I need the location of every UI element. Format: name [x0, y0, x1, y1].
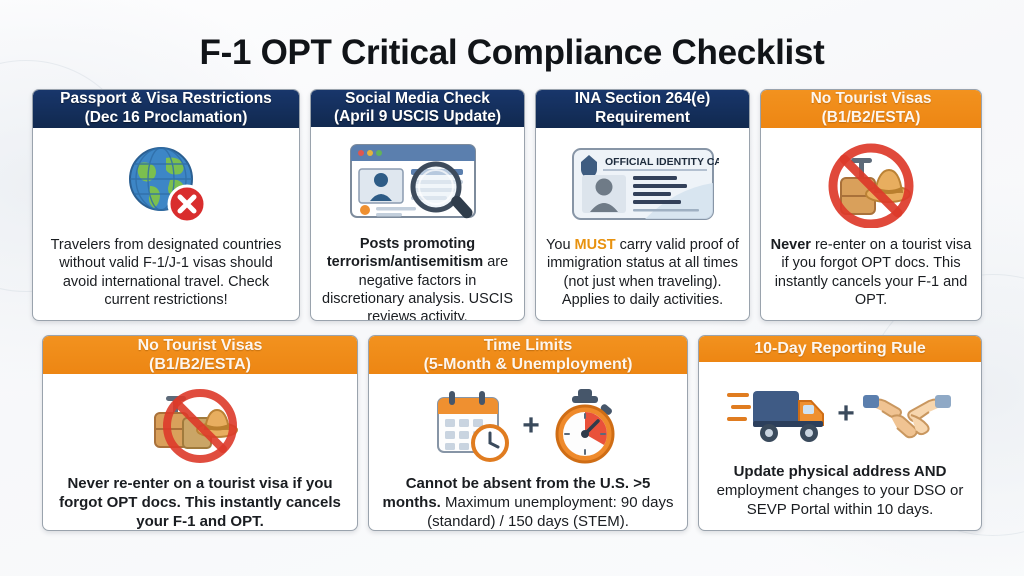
body-segment: are negative factors in discretionary an… [322, 254, 513, 321]
body-segment-bold: Never re-enter on a tourist visa if you … [59, 474, 341, 530]
official-identity-card-icon: OFFICIAL IDENTITY CARD [536, 128, 749, 230]
card-passport-visa-restrictions[interactable]: Passport & Visa Restrictions (Dec 16 Pro… [32, 88, 300, 321]
plus-separator: + [837, 397, 855, 431]
body-segment: You [546, 236, 575, 253]
card-header-line1: 10-Day Reporting Rule [754, 340, 926, 358]
body-segment-bold: Update physical address AND [733, 463, 947, 481]
body-segment: Travelers from designated countries with… [50, 236, 282, 309]
card-header-line1: Passport & Visa Restrictions [60, 90, 272, 108]
plus-separator: + [522, 408, 540, 442]
calendar-clock-icon [437, 390, 510, 462]
moving-truck-icon [727, 391, 825, 443]
card-row-bottom: No Tourist Visas (B1/B2/ESTA) [20, 334, 1004, 531]
card-header-line2: (5-Month & Unemployment) [423, 355, 633, 373]
card-header-line2: (April 9 USCIS Update) [333, 108, 502, 126]
card-header-line1: INA Section 264(e) [574, 90, 711, 108]
card-body-text: You MUST carry valid proof of immigratio… [536, 230, 749, 320]
body-segment: employment changes to your DSO or SEVP P… [716, 482, 964, 519]
card-body-text: Travelers from designated countries with… [33, 230, 299, 320]
card-header: Passport & Visa Restrictions (Dec 16 Pro… [33, 89, 299, 128]
card-header: No Tourist Visas (B1/B2/ESTA) [761, 89, 981, 128]
globe-with-red-x-icon [33, 128, 299, 230]
handshake-icon [862, 395, 951, 439]
card-body-text: Cannot be absent from the U.S. >5 months… [369, 468, 687, 530]
no-luggage-prohibition-icon [43, 374, 357, 468]
body-segment: Maximum unemployment: 90 days (standard)… [427, 493, 674, 530]
page-title: F-1 OPT Critical Compliance Checklist [199, 33, 825, 72]
card-header: Time Limits (5-Month & Unemployment) [369, 335, 687, 374]
truck-plus-handshake-icon: + [699, 362, 981, 456]
body-segment-bold: Cannot be absent from the U.S. >5 months… [382, 474, 651, 511]
card-no-tourist-visas-top[interactable]: No Tourist Visas (B1/B2/ESTA) [760, 88, 982, 321]
id-card-caption: OFFICIAL IDENTITY CARD [605, 156, 719, 168]
body-segment-bold: Never [770, 236, 811, 253]
card-row-top: Passport & Visa Restrictions (Dec 16 Pro… [20, 88, 1004, 321]
card-header-line2: (Dec 16 Proclamation) [84, 108, 248, 126]
stopwatch-icon [555, 388, 615, 464]
card-ten-day-reporting-rule[interactable]: 10-Day Reporting Rule + [698, 334, 982, 531]
card-header-line1: Social Media Check [345, 89, 490, 107]
body-segment: re-enter on a tourist visa if you forgot… [774, 236, 972, 309]
card-header-line1: No Tourist Visas [137, 336, 263, 354]
card-body-text: Never re-enter on a tourist visa if you … [761, 230, 981, 320]
card-header: INA Section 264(e) Requirement [536, 89, 749, 128]
no-luggage-prohibition-icon [761, 128, 981, 230]
card-header-line1: No Tourist Visas [810, 90, 932, 108]
card-header-line2: (B1/B2/ESTA) [149, 355, 251, 373]
card-header-line1: Time Limits [483, 336, 573, 354]
calendar-clock-plus-stopwatch-icon: + [369, 374, 687, 468]
card-social-media-check[interactable]: Social Media Check (April 9 USCIS Update… [310, 88, 525, 321]
body-segment-bold: Posts promoting terrorism/antisemitism [326, 235, 488, 271]
card-header: 10-Day Reporting Rule [699, 335, 981, 363]
card-header-line2: Requirement [595, 108, 690, 126]
card-body-text: Never re-enter on a tourist visa if you … [43, 468, 357, 530]
card-ina-section-264e[interactable]: INA Section 264(e) Requirement OFFICIAL … [535, 88, 750, 321]
card-time-limits[interactable]: Time Limits (5-Month & Unemployment) [368, 334, 688, 531]
card-header: No Tourist Visas (B1/B2/ESTA) [43, 335, 357, 374]
body-segment: carry valid proof of immigration status … [547, 236, 739, 309]
card-no-tourist-visas-bottom[interactable]: No Tourist Visas (B1/B2/ESTA) [42, 334, 358, 531]
card-body-text: Update physical address AND employment c… [699, 456, 981, 529]
card-header: Social Media Check (April 9 USCIS Update… [311, 89, 524, 127]
browser-profile-magnifier-icon [311, 127, 524, 229]
card-body-text: Posts promoting terrorism/antisemitism a… [311, 229, 524, 321]
body-segment-highlight: MUST [574, 236, 616, 253]
card-header-line2: (B1/B2/ESTA) [821, 108, 921, 126]
